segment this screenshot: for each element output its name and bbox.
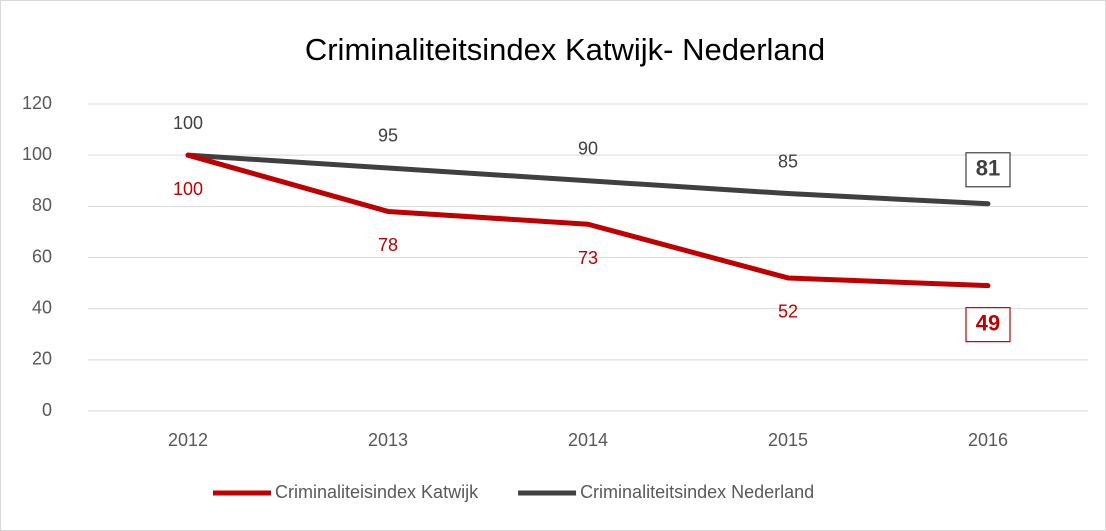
x-tick-label: 2015 [768, 430, 808, 450]
data-label: 95 [378, 126, 398, 146]
data-label: 100 [173, 179, 203, 199]
data-label-box [965, 307, 1011, 343]
y-tick-label: 120 [22, 93, 52, 113]
x-tick-label: 2014 [568, 430, 608, 450]
data-label: 73 [578, 248, 598, 268]
legend-label: Criminaliteisindex Katwijk [275, 482, 479, 502]
line-series [185, 152, 991, 289]
line-series [185, 152, 991, 207]
data-label: 78 [378, 235, 398, 255]
data-label: 52 [778, 302, 798, 322]
data-label: 90 [578, 139, 598, 159]
y-tick-label: 60 [32, 246, 52, 266]
y-tick-label: 80 [32, 195, 52, 215]
y-tick-label: 100 [22, 144, 52, 164]
x-tick-label: 2012 [168, 430, 208, 450]
x-tick-label: 2016 [968, 430, 1008, 450]
data-label-box [965, 152, 1011, 188]
data-label: 81 [976, 156, 1000, 181]
data-label: 85 [778, 151, 798, 171]
data-label: 49 [976, 310, 1000, 335]
legend-label: Criminaliteitsindex Nederland [580, 482, 814, 502]
y-tick-label: 0 [42, 400, 52, 420]
y-tick-label: 40 [32, 297, 52, 317]
x-tick-label: 2013 [368, 430, 408, 450]
y-tick-label: 20 [32, 349, 52, 369]
chart-title: Criminaliteitsindex Katwijk- Nederland [305, 32, 825, 67]
data-label: 100 [173, 113, 203, 133]
